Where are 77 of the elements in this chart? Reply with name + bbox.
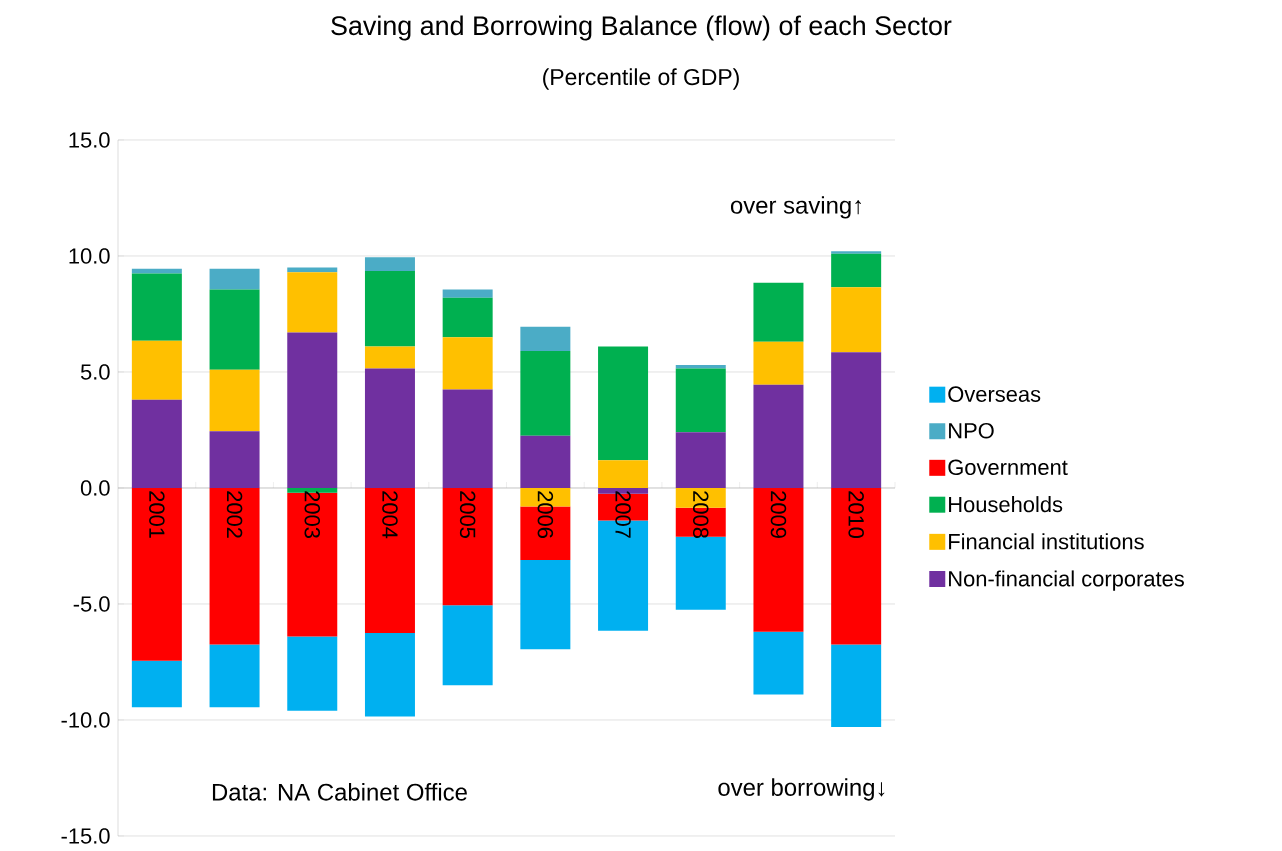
annotation: over borrowing↓: [718, 778, 885, 801]
annotation: over saving↑: [730, 196, 861, 219]
bar: [598, 460, 649, 488]
y-tick-label: -10.0: [61, 712, 110, 728]
bar: [209, 268, 260, 290]
bar: [831, 253, 882, 288]
bar: [442, 289, 493, 298]
bar: [209, 644, 260, 708]
bar: [209, 369, 260, 432]
x-tick-label: 2001: [149, 491, 165, 538]
bar: [364, 257, 415, 272]
bar: [364, 346, 415, 369]
x-tick-label: 2009: [770, 491, 787, 538]
bar: [131, 340, 182, 400]
bar: [287, 492, 338, 637]
bar: [675, 536, 726, 610]
legend-label: Households: [949, 496, 1063, 513]
bar: [520, 326, 571, 352]
bar: [753, 631, 804, 695]
bar: [520, 559, 571, 650]
bar: [520, 435, 571, 488]
bar: [753, 384, 804, 488]
bar: [442, 389, 493, 488]
legend-label: Overseas: [948, 386, 1041, 402]
y-tick-label: 10.0: [69, 248, 110, 264]
x-tick-label: 2006: [537, 491, 554, 538]
bar: [675, 365, 726, 369]
y-tick-label: 0.0: [80, 480, 110, 496]
bar: [287, 636, 338, 711]
x-tick-label: 2002: [226, 491, 243, 538]
bar: [131, 487, 182, 661]
bar: [675, 432, 726, 488]
bar: [364, 368, 415, 488]
bar: [287, 272, 338, 333]
x-tick-label: 2005: [459, 491, 476, 539]
bar: [598, 346, 649, 461]
bar: [442, 605, 493, 686]
annotation: Data: NA Cabinet Office: [212, 783, 467, 801]
bar: [364, 271, 415, 347]
bar: [442, 337, 493, 390]
bar: [209, 487, 260, 645]
x-tick-label: 2007: [615, 491, 631, 538]
x-tick-label: 2004: [382, 491, 398, 539]
legend-label: Financial institutions: [949, 533, 1144, 550]
bar: [675, 368, 726, 433]
bar: [442, 487, 493, 606]
bar: [831, 287, 882, 353]
bar: [209, 289, 260, 370]
bar: [753, 282, 804, 342]
y-tick-label: 15.0: [69, 132, 110, 148]
y-tick-label: -15.0: [61, 828, 110, 844]
legend-label: NPO: [949, 422, 994, 439]
bar: [287, 332, 338, 488]
bar: [209, 431, 260, 488]
x-tick-label: 2003: [304, 491, 321, 538]
legend-label: Non-financial corporates: [949, 570, 1184, 591]
legend-label: Government: [948, 459, 1068, 476]
y-tick-label: 5.0: [80, 364, 110, 380]
bar: [831, 352, 882, 488]
chart-subtitle: (Percentile of GDP): [543, 68, 739, 90]
bar: [753, 341, 804, 385]
bar: [753, 487, 804, 632]
bar: [131, 660, 182, 708]
bar: [442, 297, 493, 338]
bar: [831, 487, 882, 645]
x-tick-label: 2008: [692, 491, 709, 538]
bar: [364, 632, 415, 717]
chart-title: Saving and Borrowing Balance (flow) of each Sector: [331, 15, 952, 41]
bar: [831, 644, 882, 727]
bar: [831, 251, 882, 254]
bar: [131, 273, 182, 341]
bar: [131, 399, 182, 488]
y-tick-label: -5.0: [73, 596, 110, 612]
bar: [287, 487, 338, 493]
bar: [520, 351, 571, 436]
bar: [364, 487, 415, 633]
x-tick-label: 2010: [848, 491, 864, 539]
